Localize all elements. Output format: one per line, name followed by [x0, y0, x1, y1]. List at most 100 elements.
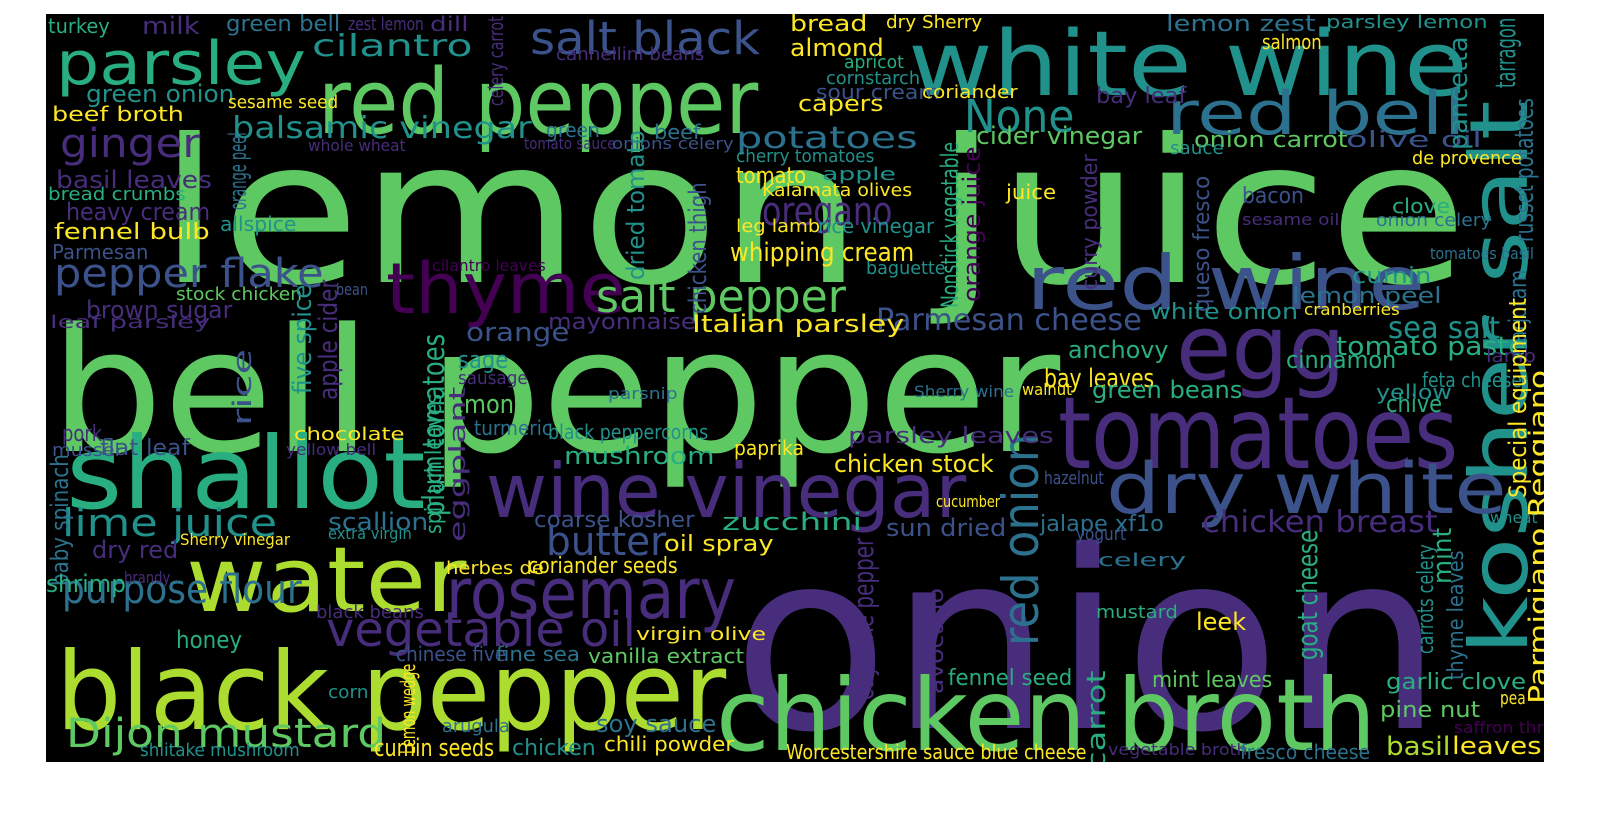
- word-black-beans: black beans: [316, 602, 424, 623]
- word-bean: bean: [336, 280, 368, 299]
- word-lamb: lamb: [1486, 346, 1536, 367]
- word-honey: honey: [176, 626, 243, 654]
- word-cranberries: cranberries: [1304, 300, 1400, 319]
- word-worcestershire-sauce-blue-cheese: Worcestershire sauce blue cheese: [786, 740, 1087, 762]
- word-eggplant: eggplant: [446, 386, 471, 542]
- word-stock-chicken: stock chicken: [176, 284, 302, 305]
- word-apricot: apricot: [844, 52, 904, 73]
- word-dry-sherry: dry Sherry: [886, 14, 983, 33]
- word-black-pepper: black pepper: [56, 630, 727, 755]
- word-lemon-peel: lemon peel: [1292, 284, 1442, 309]
- word-none: None: [964, 90, 1075, 143]
- word-chinese-five: chinese five: [396, 642, 507, 666]
- word-beef: beef: [654, 120, 701, 144]
- word-five-spice: five spice: [288, 284, 318, 394]
- word-de-provence: de provence: [1412, 148, 1522, 169]
- word-tomato-sauce: tomato sauce: [524, 134, 616, 153]
- word-tomato-paste: tomato paste: [1336, 332, 1526, 362]
- word-coriander-seeds: coriander seeds: [528, 554, 678, 579]
- word-coriander: coriander: [922, 82, 1018, 103]
- word-capers: capers: [798, 92, 884, 117]
- word-cilantro-leaves: cilantro leaves: [432, 256, 546, 275]
- word-leek: leek: [1196, 608, 1247, 636]
- word-fresco-cheese: fresco cheese: [1240, 740, 1371, 762]
- word-celery-carrot: celery carrot: [484, 16, 508, 106]
- word-bacon: bacon: [1242, 184, 1304, 209]
- word-sherry-wine: Sherry wine: [914, 382, 1015, 401]
- word-rosemary: rosemary: [446, 553, 736, 635]
- word-sour-cream: sour cream: [816, 80, 940, 104]
- word-sea-salt: sea salt: [1388, 311, 1501, 346]
- word-vegetable-broth: vegetable broth: [1108, 740, 1248, 759]
- word-extra-virgin: extra virgin: [328, 524, 412, 543]
- word-cayenne-pepper: cayenne pepper: [847, 537, 880, 700]
- word-apple-cider: apple cider: [314, 279, 344, 400]
- word-sun-dried: sun dried: [886, 514, 1007, 542]
- word-parsnip: parsnip: [608, 384, 678, 403]
- word-pepper-flake: pepper flake: [54, 251, 324, 297]
- word-green-beans: green beans: [1092, 376, 1243, 404]
- word-clove: clove: [1392, 194, 1450, 218]
- word-onion: onion: [732, 499, 1444, 762]
- word-fennel-seed: fennel seed: [948, 666, 1073, 691]
- word-bay-leaves: bay leaves: [1044, 364, 1155, 394]
- word-saffron-threads: saffron threads: [1454, 718, 1544, 737]
- word-turkey: turkey: [48, 14, 110, 38]
- word-cinnamon: cinnamon: [1286, 346, 1397, 374]
- word-zest-lemon: zest lemon: [348, 14, 424, 35]
- word-apple: apple: [822, 164, 896, 185]
- word-carrot: carrot: [1082, 670, 1112, 762]
- word-sausage: sausage: [458, 368, 528, 389]
- word-carrots-celery: carrots celery: [1414, 544, 1439, 654]
- word-pork: pork: [62, 422, 103, 447]
- word-corn: corn: [328, 682, 369, 703]
- word-celery: celery: [1098, 550, 1187, 571]
- word-garlic-clove: garlic clove: [1386, 670, 1527, 695]
- word-green-onion: green onion: [86, 80, 235, 108]
- word-yellow-bell: yellow bell: [286, 440, 377, 459]
- word-bread-crumbs: bread crumbs: [48, 184, 186, 205]
- word-rice-vinegar: rice vinegar: [818, 214, 935, 238]
- word-cumin: cumin: [1352, 264, 1432, 289]
- word-milk: milk: [142, 14, 200, 40]
- word-dry-white: dry white: [1106, 448, 1507, 530]
- word-wine-vinegar: wine vinegar: [486, 447, 967, 535]
- word-pine-nut: pine nut: [1380, 698, 1481, 723]
- word-orange-peel: orange peel: [224, 132, 252, 210]
- word-sesame-seed: sesame seed: [228, 92, 339, 113]
- word-paprika: paprika: [734, 436, 804, 460]
- word-potatoes: potatoes: [736, 121, 918, 156]
- word-cannellini-beans: cannellini beans: [556, 44, 705, 65]
- word-black-peppercorns: black peppercorns: [548, 420, 709, 444]
- word-allspice: allspice: [220, 212, 297, 236]
- word-thyme-leaves: thyme leaves: [1444, 550, 1469, 680]
- word-tarragon: tarragon: [1489, 17, 1522, 89]
- word-balsamic-vinegar: balsamic vinegar: [232, 111, 532, 146]
- word-basil-leaves: basil leaves: [56, 166, 212, 194]
- word-lime-juice: lime juice: [62, 501, 278, 545]
- word-scallion: scallion: [328, 508, 429, 536]
- word-arugula: arugula: [442, 716, 510, 737]
- word-virgin-olive: virgin olive: [636, 624, 767, 645]
- word-bread: bread: [790, 14, 868, 37]
- word-purpose-flour: purpose flour: [62, 567, 302, 613]
- word-queso-fresco: queso fresco: [1190, 175, 1215, 312]
- word-walnut: walnut: [1022, 380, 1072, 399]
- word-beef-broth: beef broth: [52, 102, 184, 126]
- word-chicken: chicken: [512, 736, 596, 761]
- word-red-bell: red bell: [1166, 79, 1466, 149]
- word-mussel: mussel: [52, 440, 120, 461]
- word-red-pepper: red pepper: [318, 50, 759, 155]
- word-heavy-cream: heavy cream: [66, 198, 211, 226]
- word-sherry-vinegar: Sherry vinegar: [180, 530, 290, 549]
- word-tomatoes: tomatoes: [1058, 375, 1459, 492]
- word-salt-black: salt black: [530, 14, 760, 65]
- word-goat-cheese: goat cheese: [1291, 529, 1324, 660]
- word-vanilla-extract: vanilla extract: [588, 644, 745, 668]
- word-shallot: shallot: [66, 415, 426, 532]
- word-onion-carrot: onion carrot: [1194, 128, 1348, 153]
- word-green-bell: green bell: [226, 14, 341, 37]
- word-fennel-bulb: fennel bulb: [54, 220, 210, 245]
- word-leg-lamb: leg lamb: [736, 216, 821, 237]
- word-brandy: brandy: [124, 568, 171, 587]
